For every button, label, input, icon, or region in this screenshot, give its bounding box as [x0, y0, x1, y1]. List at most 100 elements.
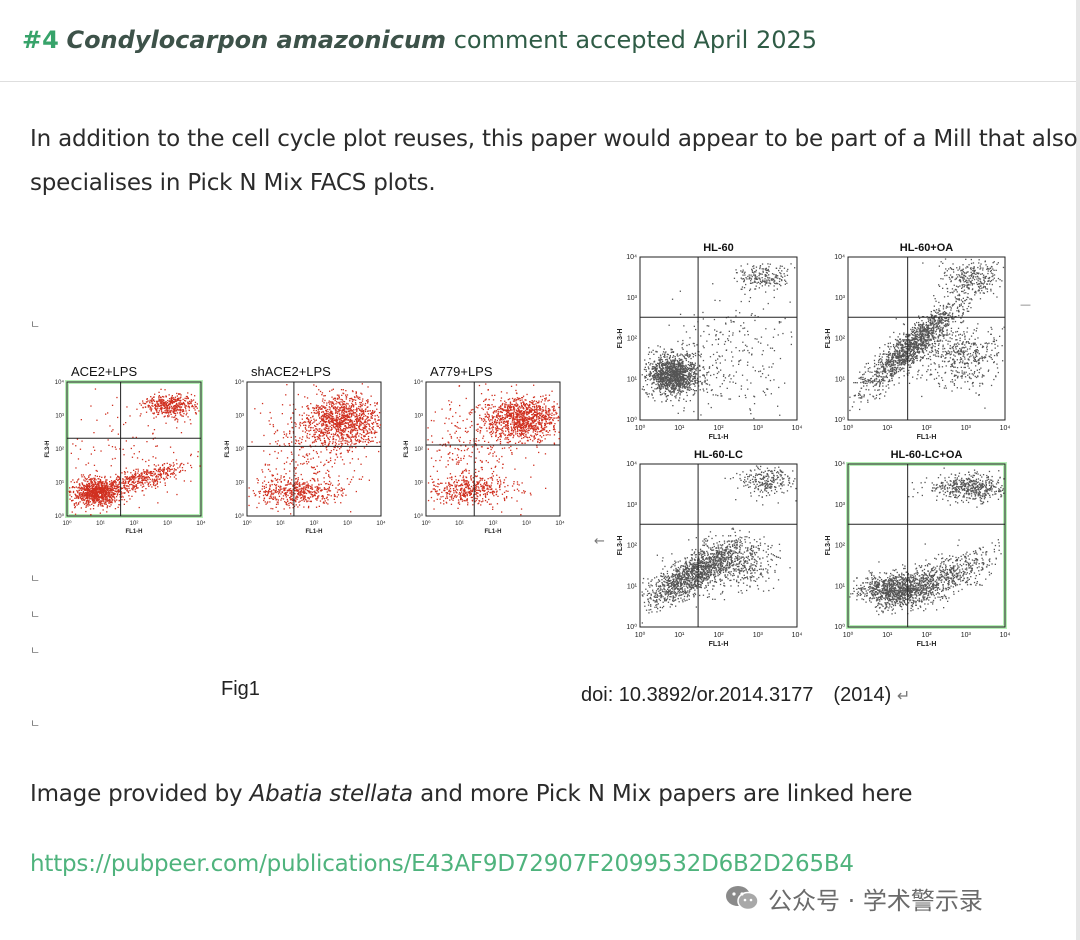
- tick-label: 10⁴: [834, 254, 845, 261]
- tick-label: 10⁰: [834, 416, 845, 424]
- tick-label: 10³: [961, 425, 972, 432]
- tick-label: 10⁰: [635, 631, 646, 639]
- x-axis-label: FL1-H: [709, 641, 729, 648]
- tick-label: 10²: [627, 336, 638, 343]
- tick-label: 10¹: [455, 521, 464, 527]
- paragraph-2: Image provided by Abatia stellata and mo…: [30, 781, 912, 807]
- comment-status: comment accepted April 2025: [453, 26, 818, 54]
- tick-label: 10²: [627, 543, 638, 550]
- tick-label: 10⁰: [242, 520, 252, 527]
- caption-doi-text: doi: 10.3892/or.2014.3177 (2014): [581, 684, 892, 706]
- y-axis-label: FL3-H: [617, 329, 624, 349]
- paragraph-line-2: specialises in Pick N Mix FACS plots.: [30, 170, 436, 196]
- tick-label: 10⁴: [792, 425, 803, 432]
- watermark-text: 公众号 · 学术警示录: [768, 886, 983, 915]
- comment-number[interactable]: #4: [22, 26, 59, 54]
- paragraph-mark: ←: [594, 534, 605, 549]
- tick-label: 10¹: [674, 425, 685, 432]
- panel-title: HL-60-LC: [694, 449, 743, 461]
- tick-label: 10⁰: [626, 416, 637, 424]
- x-axis-label: FL1-H: [709, 434, 729, 441]
- paragraph-2-after: and more Pick N Mix papers are linked he…: [412, 781, 913, 807]
- tick-label: 10⁴: [1000, 632, 1011, 639]
- tick-label: 10⁴: [196, 520, 206, 527]
- tick-label: 10⁴: [235, 379, 245, 386]
- tick-label: 10⁴: [626, 461, 637, 468]
- paragraph-line-1: In addition to the cell cycle plot reuse…: [30, 126, 1078, 152]
- paragraph-mark: —: [1020, 298, 1031, 311]
- tick-label: 10⁰: [421, 520, 431, 527]
- scrollbar-track[interactable]: [1076, 0, 1080, 940]
- tick-label: 10¹: [882, 425, 893, 432]
- tick-label: 10¹: [627, 583, 638, 590]
- tick-label: 10³: [414, 414, 423, 420]
- tick-label: 10¹: [414, 481, 423, 487]
- tick-label: 10²: [835, 336, 846, 343]
- tick-label: 10¹: [235, 481, 244, 487]
- tick-label: 10²: [55, 447, 64, 453]
- tick-label: 10⁰: [834, 623, 845, 631]
- tick-label: 10⁰: [62, 520, 72, 527]
- tick-label: 10³: [522, 521, 531, 527]
- y-axis-label: FL3-H: [617, 536, 624, 556]
- panel-title: HL-60-LC+OA: [891, 449, 963, 461]
- tick-label: 10³: [835, 502, 846, 509]
- figure-image: ㄴ ㄴ ㄴ ㄴ ㄴ ← — ACE2+LPS 10⁰ 10⁰ 10¹ 10¹ 10² 10²…: [28, 228, 1031, 738]
- watermark: 公众号 · 学术警示录: [724, 880, 983, 916]
- tick-label: 10⁰: [843, 631, 854, 639]
- return-mark: ↵: [896, 688, 911, 705]
- tick-label: 10⁰: [626, 623, 637, 631]
- wechat-icon: [726, 886, 759, 911]
- tick-label: 10⁴: [376, 520, 386, 527]
- x-axis-label: FL1-H: [485, 529, 502, 535]
- tick-label: 10²: [921, 425, 932, 432]
- paragraph-2-before: Image provided by: [30, 781, 250, 807]
- panel-title: HL-60+OA: [900, 242, 954, 254]
- x-axis-label: FL1-H: [917, 434, 937, 441]
- tick-label: 10¹: [674, 632, 685, 639]
- tick-label: 10³: [627, 502, 638, 509]
- commenter-name[interactable]: Condylocarpon amazonicum: [66, 26, 447, 54]
- image-provider-name[interactable]: Abatia stellata: [249, 781, 414, 807]
- tick-label: 10⁴: [55, 379, 65, 386]
- tick-label: 10⁴: [792, 632, 803, 639]
- tick-label: 10¹: [276, 521, 285, 527]
- tick-label: 10⁰: [55, 513, 65, 520]
- tick-label: 10⁴: [1000, 425, 1011, 432]
- paragraph-mark: ㄴ: [30, 717, 41, 730]
- tick-label: 10⁴: [626, 254, 637, 261]
- facs-plots: ACE2+LPS10⁰10⁰10¹10¹10²10²10³10³10⁴10⁴FL…: [45, 242, 1010, 648]
- tick-label: 10³: [835, 295, 846, 302]
- tick-label: 10²: [835, 543, 846, 550]
- tick-label: 10²: [713, 425, 724, 432]
- tick-label: 10²: [130, 521, 139, 527]
- tick-label: 10⁴: [834, 461, 845, 468]
- tick-label: 10²: [921, 632, 932, 639]
- x-axis-label: FL1-H: [126, 529, 143, 535]
- caption-doi: doi: 10.3892/or.2014.3177 (2014) ↵: [581, 678, 910, 707]
- x-axis-label: FL1-H: [917, 641, 937, 648]
- panel-title: ACE2+LPS: [71, 364, 137, 379]
- tick-label: 10³: [235, 414, 244, 420]
- tick-label: 10³: [163, 521, 172, 527]
- y-axis-label: FL3-H: [825, 536, 832, 556]
- y-axis-label: FL3-H: [404, 441, 410, 458]
- paragraph-mark: ㄴ: [30, 318, 41, 331]
- panel-title: A779+LPS: [430, 364, 493, 379]
- pubpeer-link[interactable]: https://pubpeer.com/publications/E43AF9D…: [30, 851, 854, 877]
- y-axis-label: FL3-H: [45, 441, 51, 458]
- caption-fig1: Fig1: [221, 678, 260, 700]
- tick-label: 10⁰: [414, 513, 424, 520]
- tick-label: 10⁰: [635, 424, 646, 432]
- tick-label: 10²: [310, 521, 319, 527]
- tick-label: 10³: [55, 414, 64, 420]
- tick-label: 10²: [489, 521, 498, 527]
- panel-title: HL-60: [703, 242, 734, 254]
